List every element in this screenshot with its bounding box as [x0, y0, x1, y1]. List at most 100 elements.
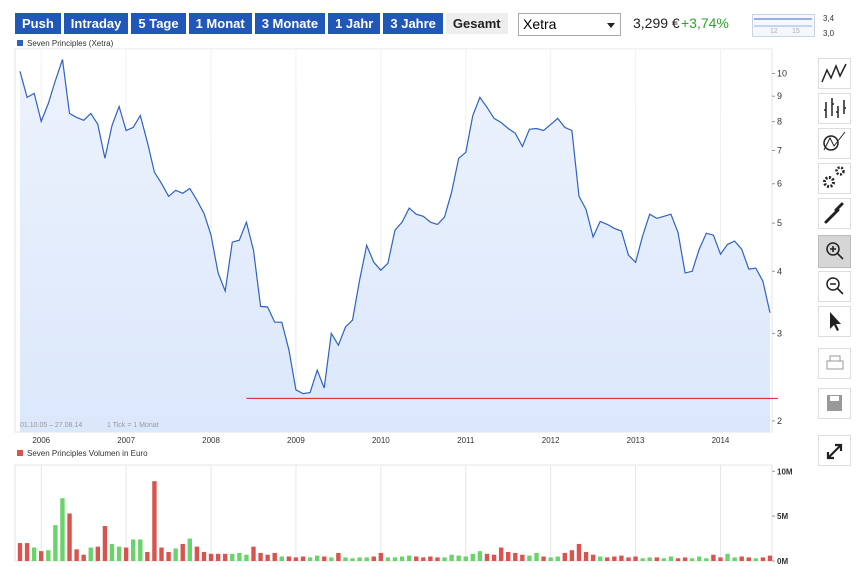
period-tab[interactable]: 5 Tage — [131, 13, 186, 34]
date-range: 01.10.05 – 27.08.14 — [20, 422, 82, 429]
volume-bar — [138, 539, 143, 561]
ohlc-chart-button[interactable] — [818, 93, 851, 124]
volume-bar — [435, 557, 440, 561]
volume-bar — [520, 554, 525, 561]
volume-bar — [711, 554, 716, 561]
y-tick-label: 5M — [777, 512, 788, 521]
volume-bar — [53, 525, 58, 561]
x-tick-label: 2014 — [712, 436, 730, 445]
volume-bar — [208, 553, 214, 561]
volume-bar — [17, 543, 23, 561]
volume-bar — [647, 557, 652, 561]
volume-bar — [116, 546, 122, 561]
y-tick-label: 8 — [777, 117, 782, 127]
volume-bar — [760, 557, 766, 561]
volume-bar — [187, 538, 193, 561]
period-tab[interactable]: 3 Monate — [254, 13, 326, 34]
tick-note: 1 Tick = 1 Monat — [107, 422, 159, 429]
volume-bar — [668, 556, 674, 561]
volume-bar — [583, 552, 589, 561]
exchange-select[interactable]: Xetra — [518, 13, 621, 36]
volume-bar — [414, 556, 419, 561]
volume-bar — [371, 556, 376, 561]
volume-bar — [732, 557, 737, 561]
volume-bar — [385, 557, 391, 561]
volume-bar — [293, 557, 299, 561]
volume-bar — [491, 554, 497, 561]
mini-frame — [752, 14, 815, 37]
y-tick-label: 6 — [777, 179, 782, 189]
volume-bar — [753, 558, 759, 561]
volume-bar — [633, 556, 638, 561]
period-tab[interactable]: 3 Jahre — [383, 13, 443, 34]
compare-button[interactable] — [818, 128, 851, 159]
y-tick-label: 2 — [777, 416, 782, 426]
volume-bar — [718, 557, 723, 561]
y-tick-label: 7 — [777, 145, 782, 155]
volume-bar — [428, 556, 433, 561]
period-tab[interactable]: Intraday — [63, 13, 129, 34]
volume-bar — [619, 555, 624, 561]
volume-bar — [88, 547, 93, 561]
volume-bar — [449, 554, 454, 561]
volume-bar — [123, 547, 129, 561]
legend-label: Seven Principles (Xetra) — [27, 39, 114, 48]
y-tick-label: 3 — [777, 328, 782, 338]
volume-bar — [350, 558, 355, 561]
price-line — [19, 59, 771, 395]
print-button[interactable] — [818, 348, 851, 379]
volume-bar — [399, 556, 405, 561]
zoom-in-button[interactable] — [818, 235, 851, 268]
volume-bar — [74, 549, 79, 561]
mini-y-label: 3,4 — [823, 14, 835, 23]
y-tick-label: 10M — [777, 467, 793, 476]
line-chart-button[interactable] — [818, 58, 851, 89]
volume-bar — [279, 556, 284, 561]
period-tab[interactable]: 1 Jahr — [328, 13, 381, 34]
period-tab[interactable]: Push — [15, 13, 61, 34]
y-tick-label: 4 — [777, 266, 782, 276]
volume-bar — [682, 557, 688, 561]
period-tab[interactable]: 1 Monat — [188, 13, 252, 34]
volume-bar — [131, 539, 136, 561]
volume-bar — [322, 556, 327, 561]
period-tab[interactable]: Gesamt — [445, 13, 508, 34]
volume-bar — [576, 543, 582, 561]
volume-bar — [31, 547, 37, 561]
mini-x-label: 15 — [792, 28, 800, 35]
save-button[interactable] — [818, 388, 851, 419]
volume-bar — [590, 554, 596, 561]
volume-bar — [244, 554, 249, 561]
pointer-button[interactable] — [818, 306, 851, 337]
volume-bar — [767, 555, 773, 561]
dropdown-arrow — [607, 23, 615, 28]
link-button[interactable] — [818, 198, 851, 229]
settings-button[interactable] — [818, 163, 851, 194]
exchange-label: Xetra — [523, 16, 557, 32]
volume-bar — [640, 558, 645, 561]
price: 3,299 € — [633, 15, 680, 31]
volume-bar — [541, 556, 546, 561]
volume-bar — [534, 552, 539, 561]
volume-bar — [378, 552, 384, 561]
volume-bar — [392, 557, 398, 561]
volume-bar — [145, 552, 150, 561]
volume-bar — [597, 556, 603, 561]
x-tick-label: 2007 — [117, 436, 135, 445]
mini-x-label: 12 — [770, 28, 778, 35]
volume-bar — [661, 558, 667, 561]
legend-swatch — [17, 40, 23, 46]
volume-bar — [569, 550, 575, 561]
volume-bar — [39, 551, 44, 561]
volume-bar — [194, 546, 200, 561]
x-tick-label: 2009 — [287, 436, 305, 445]
volume-bar — [265, 554, 270, 561]
fullscreen-button[interactable] — [818, 435, 851, 466]
mini-y-label: 3,0 — [823, 29, 835, 38]
zoom-out-button[interactable] — [818, 271, 851, 302]
volume-bar — [498, 547, 504, 561]
volume-bar — [456, 555, 461, 561]
volume-bar — [251, 546, 256, 561]
volume-bar — [364, 557, 369, 561]
